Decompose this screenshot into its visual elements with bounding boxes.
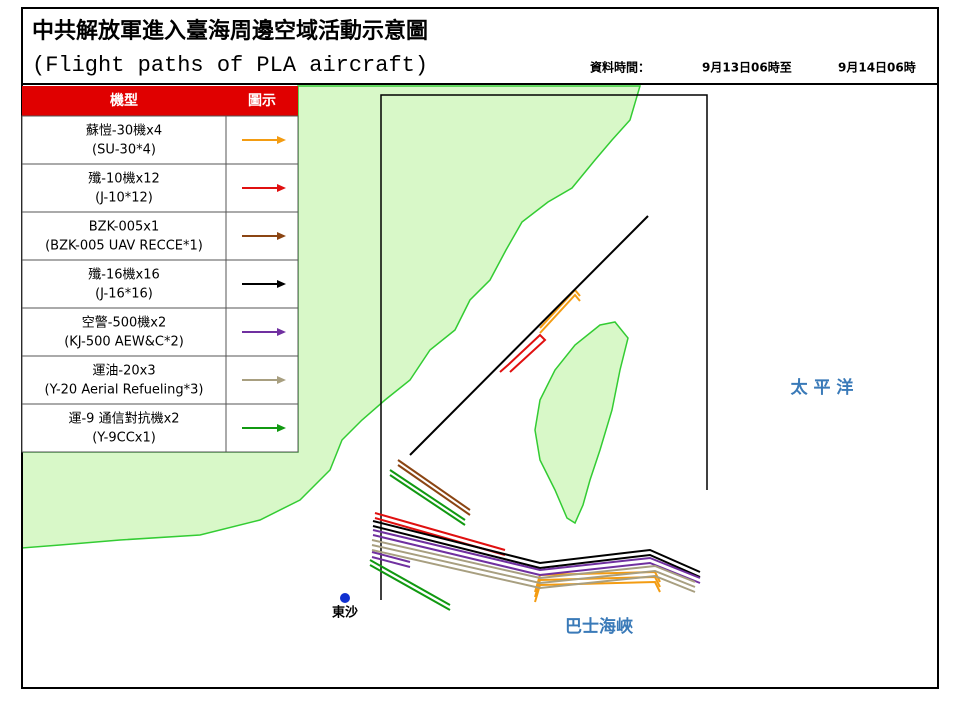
flight-path [534, 575, 661, 598]
flight-path [539, 293, 581, 334]
legend-name-en: (J-16*16) [95, 287, 153, 302]
legend-arrowhead [277, 280, 286, 288]
flight-path [499, 333, 547, 373]
flight-path [397, 459, 471, 511]
flight-path [374, 512, 506, 551]
legend-name: BZK-005x1 [89, 220, 159, 235]
legend-name-en: (BZK-005 UAV RECCE*1) [45, 239, 203, 254]
flight-path [372, 529, 701, 579]
legend-arrowhead [277, 136, 286, 144]
dongsha-dot [340, 593, 350, 603]
mainland [21, 85, 642, 549]
bashi-label: 巴士海峽 [565, 616, 634, 637]
flight-path [409, 215, 649, 456]
flight-path [397, 464, 471, 516]
legend-arrowhead [277, 184, 286, 192]
title: 中共解放軍進入臺海周邊空域活動示意圖 [32, 18, 428, 44]
legend-arrowhead [277, 328, 286, 336]
legend-header [22, 86, 298, 116]
legend-name: 運-9 通信對抗機x2 [68, 412, 179, 427]
flight-path [389, 474, 466, 526]
legend-name-en: (Y-9CCx1) [92, 431, 156, 446]
flight-path [534, 580, 661, 603]
flight-path [389, 469, 466, 521]
flight-path [371, 551, 411, 563]
time-label: 資料時間： [590, 60, 650, 75]
legend-name: 蘇愷-30機x4 [86, 124, 162, 139]
legend: 機型 圖示 蘇愷-30機x4 (SU-30*4) 殲-10機x12 (J-10*12)… [21, 86, 299, 453]
flight-path [372, 525, 701, 578]
legend-name-en: (KJ-500 AEW&C*2) [64, 335, 184, 350]
subtitle: (Flight paths of PLA aircraft) [32, 53, 428, 78]
time-end: 9月14日06時 [838, 60, 916, 75]
dongsha-label: 東沙 [332, 605, 358, 621]
legend-arrowhead [277, 232, 286, 240]
legend-name-en: (J-10*12) [95, 191, 153, 206]
flight-path [369, 559, 451, 606]
legend-header-icon: 圖示 [248, 92, 276, 109]
map: 東沙 太 平 洋 巴士海峽 [21, 85, 854, 637]
flight-path [371, 549, 696, 593]
legend-header-type: 機型 [110, 92, 138, 109]
time-start: 9月13日06時至 [702, 60, 792, 75]
flight-path [369, 564, 451, 611]
legend-arrowhead [277, 376, 286, 384]
flight-paths [369, 215, 701, 611]
legend-name: 空警-500機x2 [82, 315, 166, 331]
legend-name: 殲-16機x16 [88, 268, 159, 283]
flight-path [372, 520, 701, 573]
legend-row [21, 307, 299, 357]
pacific-label: 太 平 洋 [791, 377, 854, 398]
flight-path [371, 544, 696, 588]
taiwan [534, 321, 629, 525]
legend-name-en: (SU-30*4) [92, 143, 156, 158]
legend-arrowhead [277, 424, 286, 432]
flight-path [371, 539, 696, 583]
legend-name: 運油-20x3 [92, 364, 155, 379]
flight-path [371, 556, 411, 568]
legend-name: 殲-10機x12 [88, 172, 159, 187]
area-box [380, 94, 708, 600]
legend-name-en: (Y-20 Aerial Refueling*3) [45, 383, 204, 398]
